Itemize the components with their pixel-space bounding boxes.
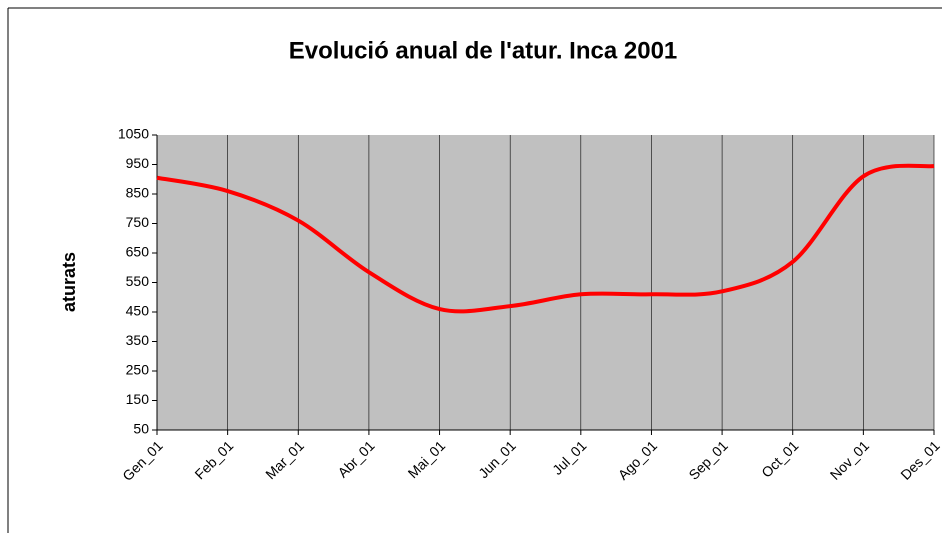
y-tick-label: 50: [133, 421, 149, 437]
x-tick-label: Mai_01: [404, 437, 448, 481]
x-tick-label: Jun_01: [475, 437, 519, 481]
x-tick-label: Oct_01: [758, 437, 801, 480]
y-axis-label: aturats: [59, 252, 79, 312]
x-tick-label: Abr_01: [334, 437, 377, 480]
y-tick-label: 150: [126, 391, 150, 407]
y-tick-label: 250: [126, 362, 150, 378]
chart-title: Evolució anual de l'atur. Inca 2001: [289, 37, 678, 64]
x-tick-label: Feb_01: [191, 437, 236, 482]
x-tick-label: Sep_01: [685, 437, 731, 483]
y-tick-label: 550: [126, 273, 150, 289]
y-tick-label: 350: [126, 332, 150, 348]
x-tick-label: Mar_01: [262, 437, 307, 482]
y-tick-label: 750: [126, 214, 150, 230]
y-tick-label: 850: [126, 185, 150, 201]
x-tick-label: Des_01: [897, 437, 942, 483]
y-tick-label: 950: [126, 155, 150, 171]
plot-area: [157, 135, 934, 430]
x-tick-label: Ago_01: [615, 437, 661, 483]
y-tick-label: 1050: [118, 126, 149, 142]
y-tick-label: 650: [126, 244, 150, 260]
line: [156, 163, 935, 314]
y-tick-label: 450: [126, 303, 150, 319]
x-tick-label: Gen_01: [119, 437, 166, 484]
x-tick-label: Nov_01: [827, 437, 873, 483]
x-tick-label: Jul_01: [549, 437, 590, 478]
